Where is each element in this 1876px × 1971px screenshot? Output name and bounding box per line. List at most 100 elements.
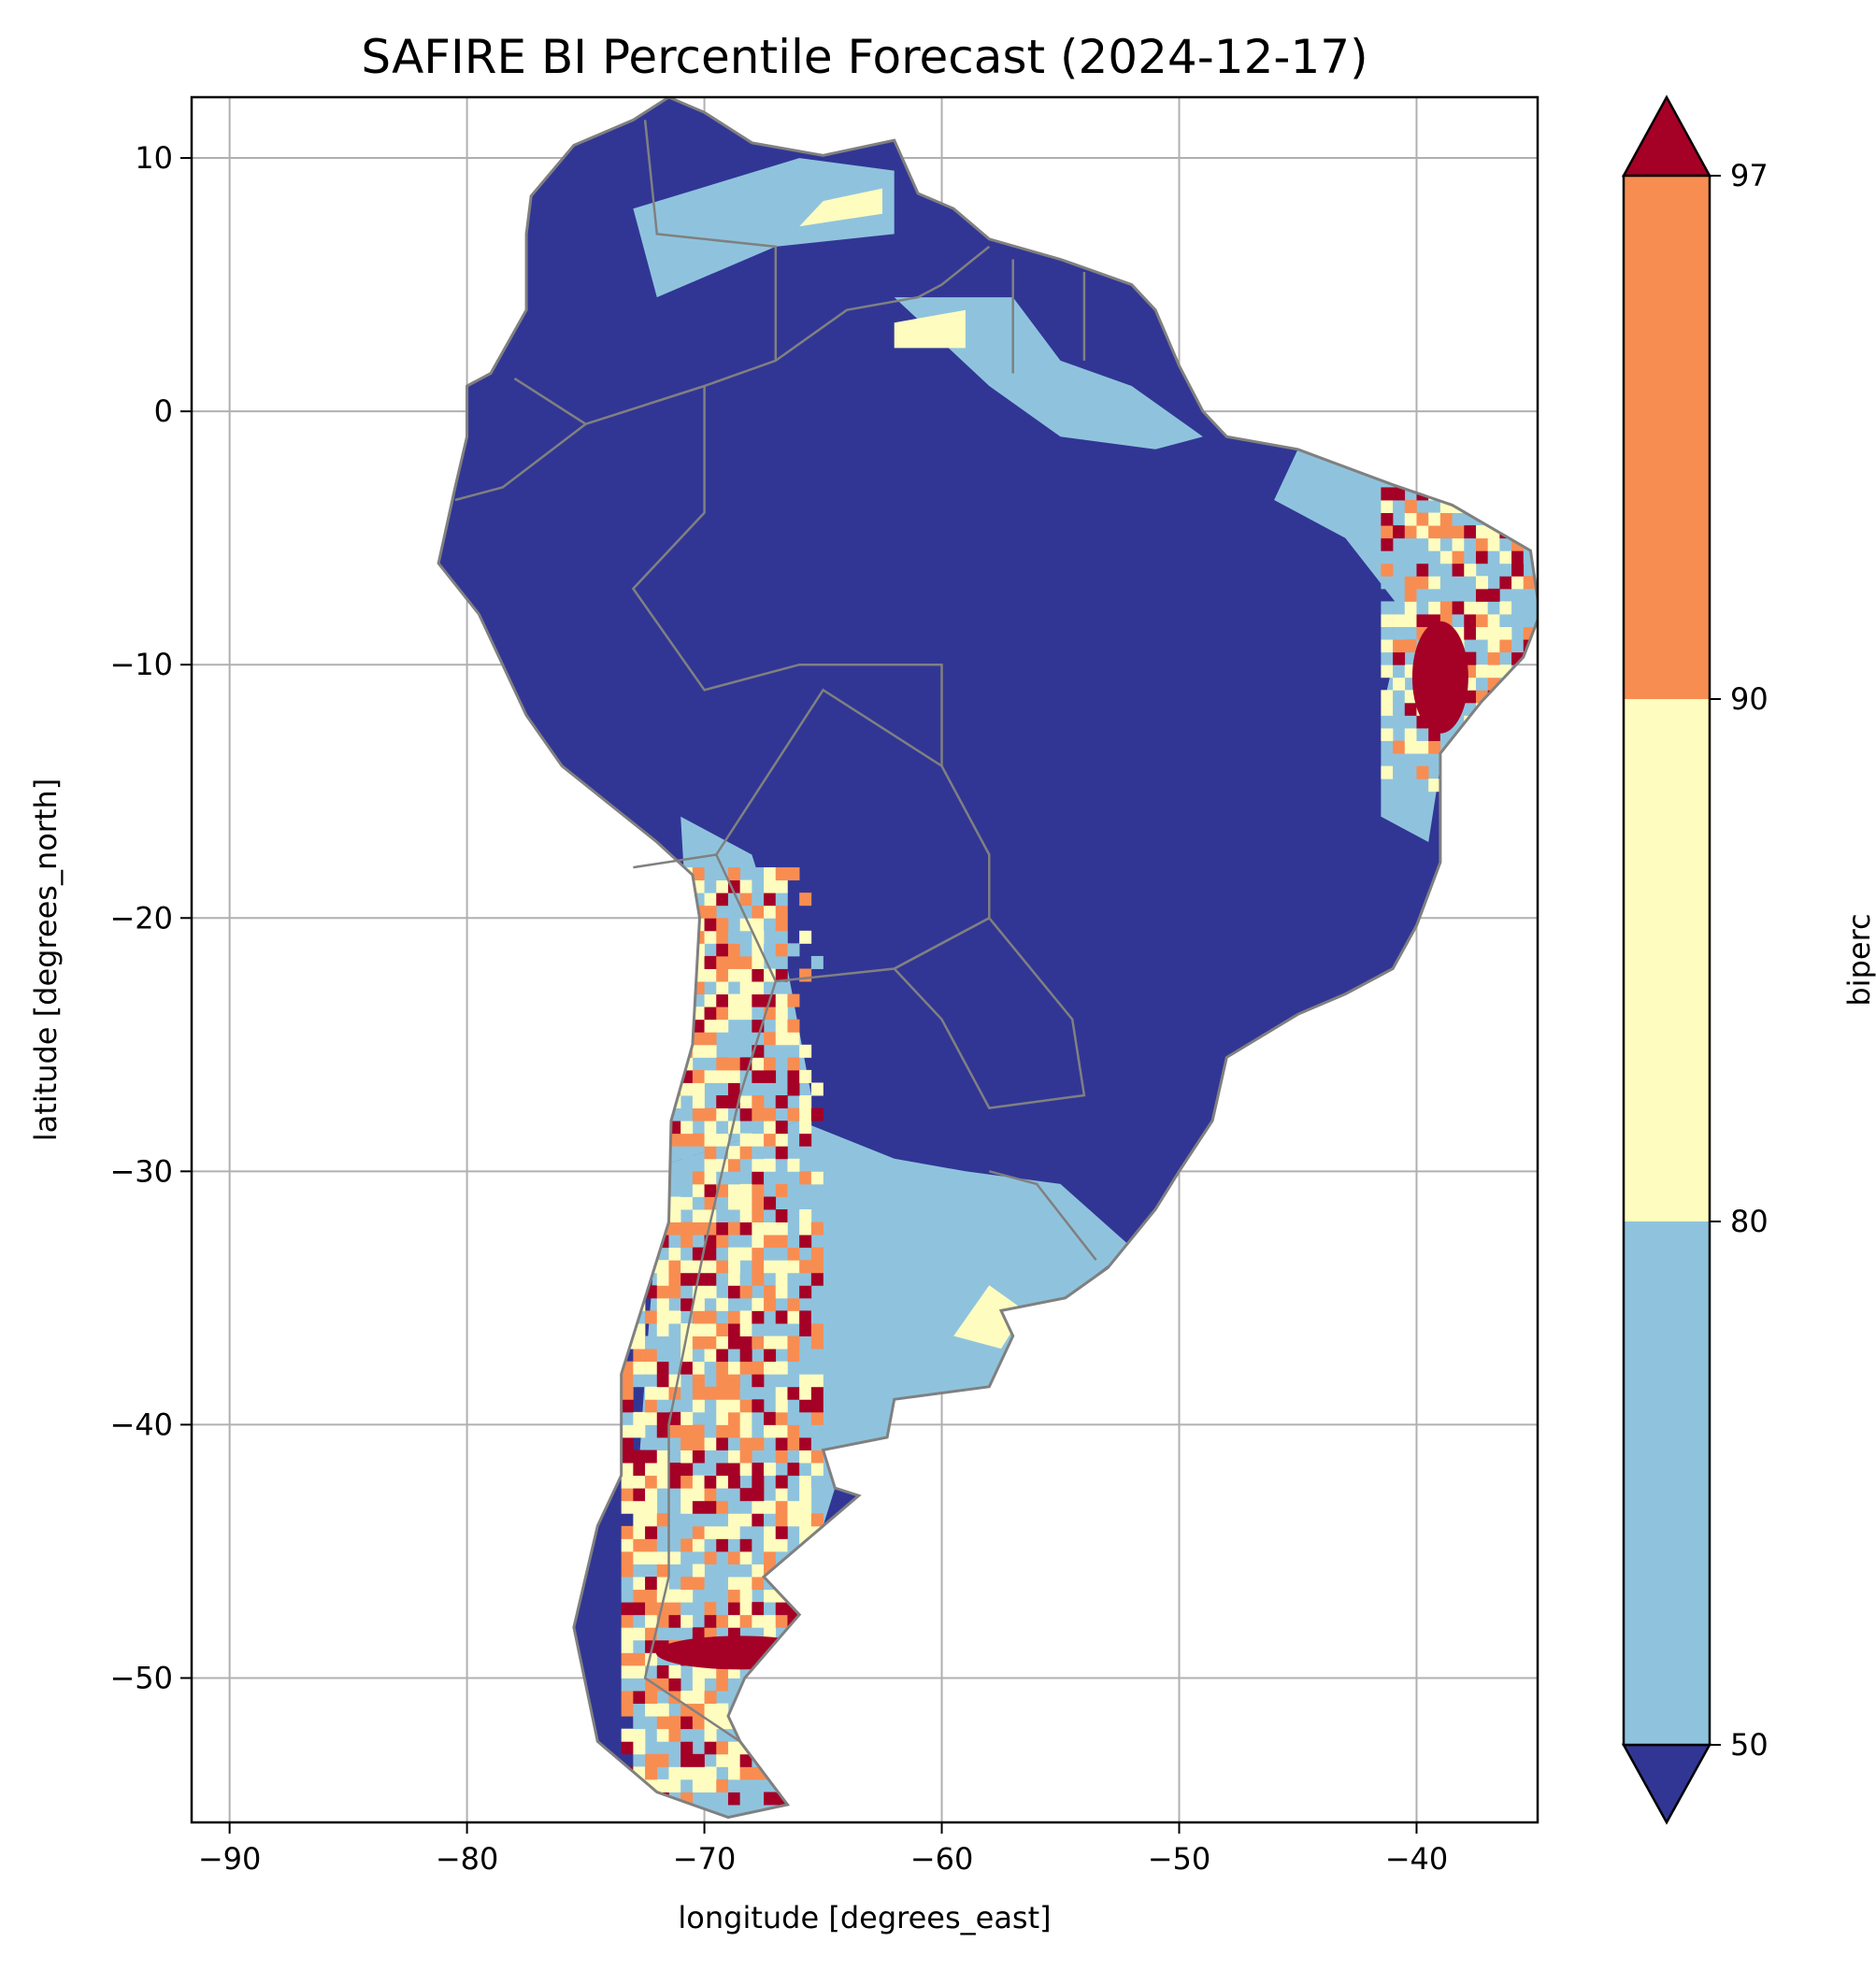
data-cell bbox=[764, 1703, 777, 1717]
data-cell bbox=[1487, 651, 1500, 665]
data-cell bbox=[621, 1297, 634, 1311]
data-cell bbox=[752, 1475, 765, 1489]
data-cell bbox=[645, 893, 658, 907]
data-cell bbox=[764, 1133, 777, 1147]
data-cell bbox=[799, 1107, 812, 1121]
data-cell bbox=[775, 1272, 788, 1286]
data-cell bbox=[633, 1639, 646, 1653]
colorbar-segment-80_90 bbox=[1624, 699, 1710, 1221]
data-cell bbox=[645, 930, 658, 944]
data-cell bbox=[716, 1349, 729, 1363]
data-cell bbox=[739, 1007, 752, 1021]
data-cell bbox=[668, 1538, 681, 1552]
data-cell bbox=[692, 1436, 705, 1450]
data-cell bbox=[621, 1386, 634, 1400]
data-cell bbox=[764, 893, 777, 907]
data-cell bbox=[752, 1361, 765, 1375]
data-cell bbox=[633, 1691, 646, 1705]
data-cell bbox=[621, 1424, 634, 1438]
data-cell bbox=[752, 1424, 765, 1438]
data-cell bbox=[739, 1019, 752, 1033]
data-cell bbox=[680, 918, 694, 932]
data-cell bbox=[704, 1032, 717, 1046]
data-cell bbox=[1428, 601, 1441, 615]
data-cell bbox=[1404, 500, 1417, 514]
data-cell bbox=[787, 1032, 800, 1046]
data-cell bbox=[752, 1436, 765, 1450]
data-cell bbox=[1452, 753, 1465, 767]
data-cell bbox=[764, 918, 777, 932]
data-cell bbox=[656, 1513, 669, 1527]
data-cell bbox=[1381, 626, 1394, 640]
data-cell bbox=[727, 968, 740, 982]
data-cell bbox=[799, 1235, 812, 1249]
data-cell bbox=[1404, 537, 1417, 551]
data-cell bbox=[633, 1235, 646, 1249]
data-cell bbox=[621, 1741, 634, 1755]
data-cell bbox=[752, 1792, 765, 1806]
data-cell bbox=[633, 1133, 646, 1147]
data-cell bbox=[727, 1778, 740, 1792]
data-cell bbox=[799, 1133, 812, 1147]
data-cell bbox=[787, 1741, 800, 1755]
data-cell bbox=[680, 1247, 694, 1261]
data-cell bbox=[633, 893, 646, 907]
data-cell bbox=[668, 1285, 681, 1299]
data-cell bbox=[775, 1260, 788, 1274]
data-cell bbox=[633, 1463, 646, 1477]
data-cell bbox=[668, 1361, 681, 1375]
data-cell bbox=[727, 1602, 740, 1616]
data-cell bbox=[1452, 550, 1465, 564]
data-cell bbox=[716, 1450, 729, 1464]
data-cell bbox=[1393, 626, 1406, 640]
data-cell bbox=[692, 1095, 705, 1109]
data-cell bbox=[1523, 500, 1536, 514]
data-cell bbox=[668, 1436, 681, 1450]
data-cell bbox=[1475, 487, 1488, 501]
data-cell bbox=[645, 1107, 658, 1121]
data-cell bbox=[764, 1196, 777, 1210]
data-cell bbox=[680, 1589, 694, 1603]
data-cell bbox=[656, 1082, 669, 1096]
data-cell bbox=[716, 1564, 729, 1578]
data-cell bbox=[1381, 651, 1394, 665]
data-cell bbox=[810, 1272, 823, 1286]
data-cell bbox=[633, 1374, 646, 1388]
data-cell bbox=[775, 1399, 788, 1413]
data-cell bbox=[1487, 487, 1500, 501]
data-cell bbox=[1464, 500, 1477, 514]
data-cell bbox=[1439, 525, 1453, 539]
data-cell bbox=[764, 1728, 777, 1742]
data-cell bbox=[1523, 576, 1536, 590]
data-cell bbox=[633, 1513, 646, 1527]
data-cell bbox=[1381, 576, 1394, 590]
data-cell bbox=[1475, 765, 1488, 779]
y-tick-label: −10 bbox=[109, 647, 173, 682]
axes-frame bbox=[190, 95, 1539, 1824]
data-cell bbox=[1499, 613, 1512, 627]
data-cell bbox=[799, 1525, 812, 1539]
x-tick-label: −40 bbox=[1385, 1841, 1449, 1877]
data-cell bbox=[692, 1335, 705, 1350]
data-cell bbox=[704, 1260, 717, 1274]
data-cell bbox=[799, 1463, 812, 1477]
data-cell bbox=[1464, 537, 1477, 551]
data-cell bbox=[1393, 613, 1406, 627]
data-cell bbox=[764, 1500, 777, 1514]
border-line bbox=[643, 120, 778, 361]
data-cell bbox=[645, 905, 658, 919]
data-cell bbox=[764, 1614, 777, 1628]
data-cell bbox=[704, 1107, 717, 1121]
data-cell bbox=[716, 1133, 729, 1147]
data-cell bbox=[645, 1133, 658, 1147]
data-cell bbox=[656, 993, 669, 1007]
data-cell bbox=[645, 1183, 658, 1197]
colorbar-tick-label: 80 bbox=[1730, 1204, 1769, 1239]
data-cell bbox=[704, 1411, 717, 1425]
data-cell bbox=[799, 1513, 812, 1527]
data-cell bbox=[799, 1678, 812, 1692]
data-cell bbox=[727, 879, 740, 893]
data-cell bbox=[775, 943, 788, 957]
data-cell bbox=[752, 1183, 765, 1197]
data-cell bbox=[727, 1475, 740, 1489]
